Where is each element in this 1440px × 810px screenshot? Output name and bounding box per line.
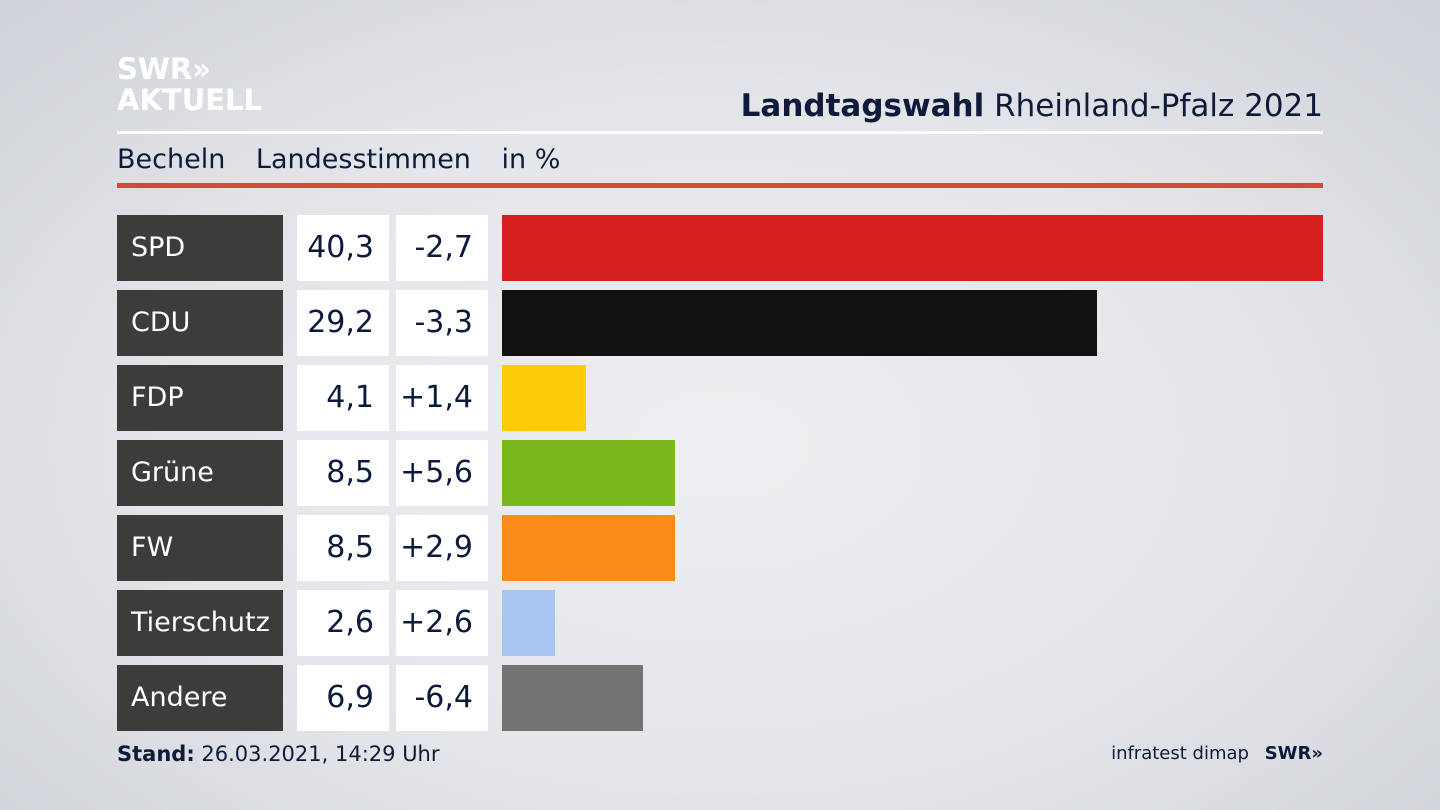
party-bar xyxy=(502,590,555,656)
party-row: FDP 4,1 +1,4 xyxy=(117,365,1323,431)
subtitle-place: Becheln xyxy=(117,144,226,175)
party-label: Tierschutz xyxy=(117,590,283,656)
party-label: Andere xyxy=(117,665,283,731)
subtitle-type: Landesstimmen xyxy=(255,144,471,175)
timestamp-label: Stand: xyxy=(117,742,195,766)
party-change: +5,6 xyxy=(396,440,488,506)
timestamp-value: 26.03.2021, 14:29 Uhr xyxy=(201,742,440,766)
party-bar xyxy=(502,365,586,431)
party-value: 8,5 xyxy=(297,440,389,506)
party-value: 8,5 xyxy=(297,515,389,581)
party-value: 6,9 xyxy=(297,665,389,731)
party-change: -6,4 xyxy=(396,665,488,731)
party-value: 4,1 xyxy=(297,365,389,431)
subtitle: Becheln Landesstimmen in % xyxy=(117,142,560,178)
swr-brand-logo: SWR» xyxy=(1264,743,1323,764)
party-bar xyxy=(502,215,1323,281)
accent-divider xyxy=(117,183,1323,188)
page-title: Landtagswahl Rheinland-Pfalz 2021 xyxy=(741,86,1323,126)
timestamp: Stand: 26.03.2021, 14:29 Uhr xyxy=(117,740,440,768)
party-bar xyxy=(502,665,643,731)
swr-aktuell-logo: SWR» AKTUELL xyxy=(117,54,262,116)
party-row: Grüne 8,5 +5,6 xyxy=(117,440,1323,506)
party-change: -2,7 xyxy=(396,215,488,281)
title-bold: Landtagswahl xyxy=(740,88,985,124)
party-label: FW xyxy=(117,515,283,581)
party-bar xyxy=(502,515,676,581)
party-value: 2,6 xyxy=(297,590,389,656)
party-row: CDU 29,2 -3,3 xyxy=(117,290,1323,356)
party-change: +2,6 xyxy=(396,590,488,656)
party-row: Tierschutz 2,6 +2,6 xyxy=(117,590,1323,656)
party-row: FW 8,5 +2,9 xyxy=(117,515,1323,581)
party-row: SPD 40,3 -2,7 xyxy=(117,215,1323,281)
party-label: SPD xyxy=(117,215,283,281)
party-change: +2,9 xyxy=(396,515,488,581)
party-value: 40,3 xyxy=(297,215,389,281)
party-change: +1,4 xyxy=(396,365,488,431)
party-row: Andere 6,9 -6,4 xyxy=(117,665,1323,731)
subtitle-unit: in % xyxy=(501,144,561,175)
logo-line-2: AKTUELL xyxy=(117,83,263,117)
source-credit: infratest dimap SWR» xyxy=(1111,740,1323,768)
party-bar xyxy=(502,440,676,506)
party-bar xyxy=(502,290,1097,356)
party-value: 29,2 xyxy=(297,290,389,356)
logo-line-1: SWR» xyxy=(117,52,211,86)
source-name: infratest dimap xyxy=(1111,743,1249,764)
party-label: Grüne xyxy=(117,440,283,506)
party-change: -3,3 xyxy=(396,290,488,356)
party-label: FDP xyxy=(117,365,283,431)
title-rest: Rheinland-Pfalz 2021 xyxy=(994,88,1323,124)
title-divider xyxy=(117,131,1323,134)
party-label: CDU xyxy=(117,290,283,356)
